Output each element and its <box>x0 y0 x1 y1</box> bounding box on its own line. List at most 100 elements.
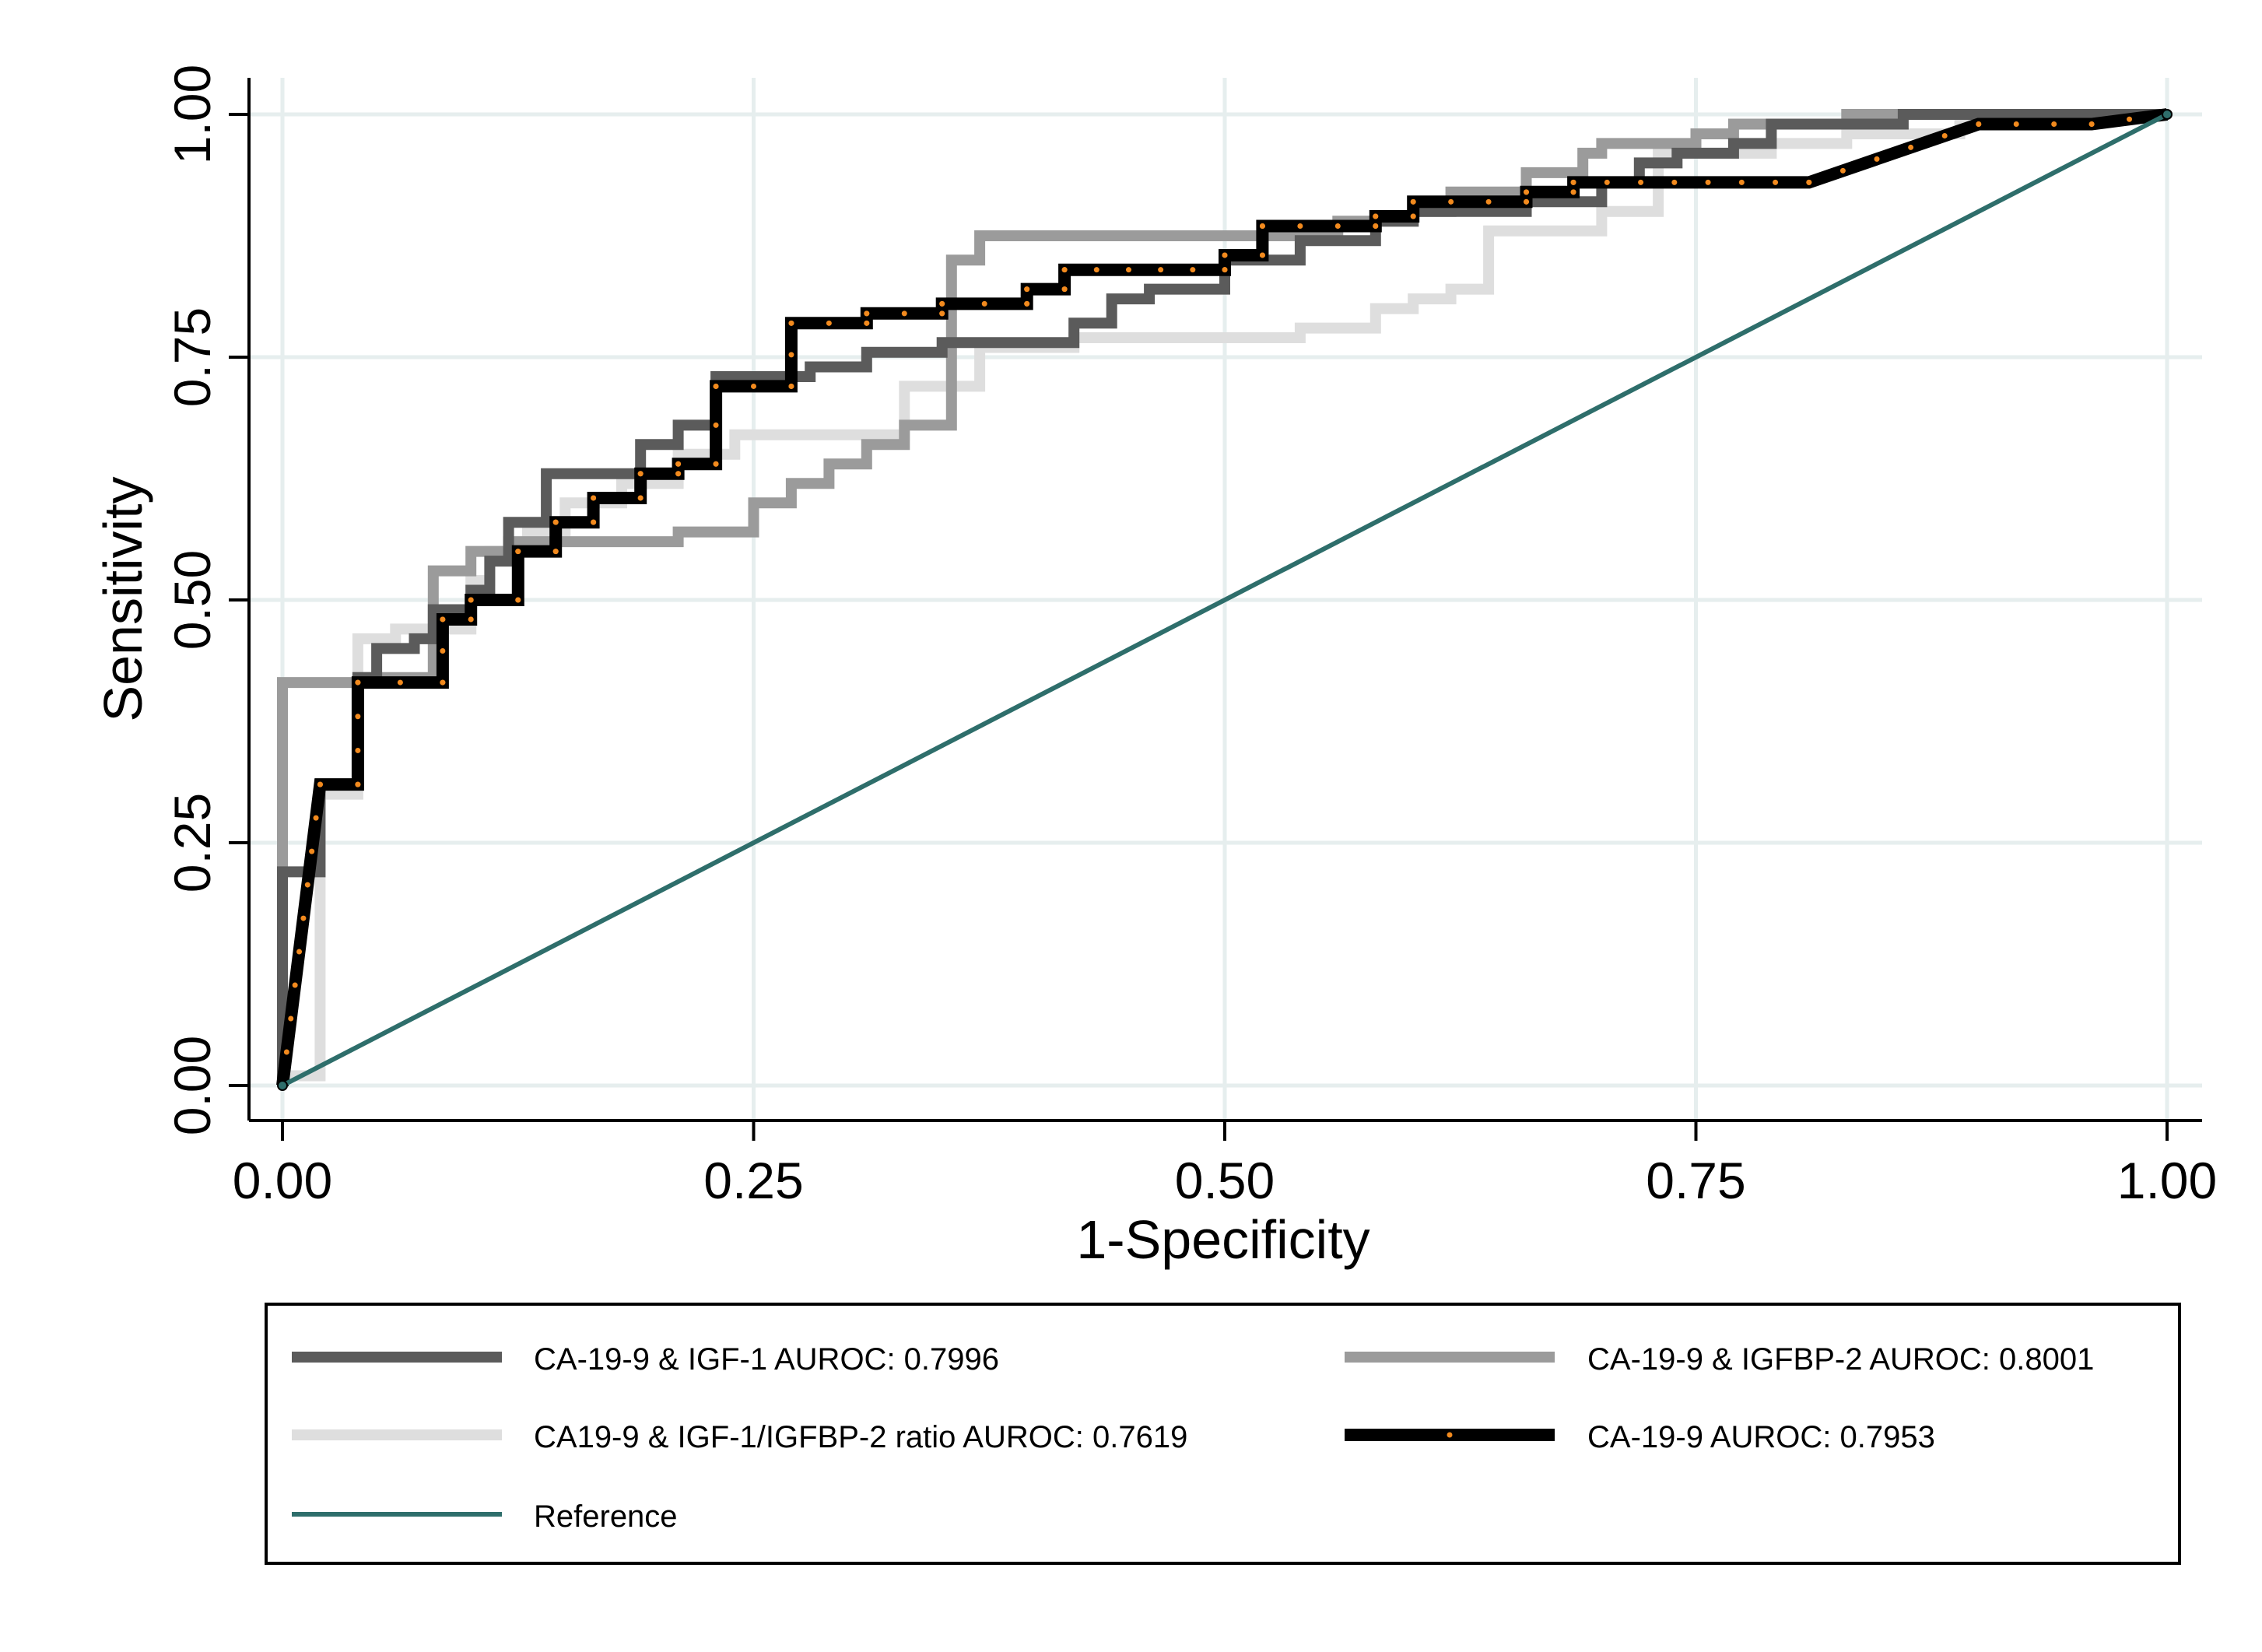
legend: CA-19-9 & IGF-1 AUROC: 0.7996 CA-19-9 & … <box>265 1303 2181 1565</box>
ca199-marker <box>637 495 644 501</box>
ca199-marker <box>1259 252 1265 258</box>
ca199-marker <box>2013 121 2019 127</box>
ca199-marker <box>292 982 298 988</box>
ca199-marker <box>1806 179 1812 185</box>
series-line <box>276 108 2169 1086</box>
ca199-marker <box>1190 267 1196 273</box>
ca199-marker <box>1061 286 1068 293</box>
ca199-marker <box>1485 198 1492 205</box>
x-tick-label: 0.25 <box>703 1152 803 1209</box>
ca199-marker <box>1738 179 1745 185</box>
ca199-marker <box>1976 121 1982 127</box>
ca199-marker <box>468 616 474 623</box>
ca199-marker <box>1638 179 1644 185</box>
ca199-marker <box>1524 189 1530 195</box>
ca199-marker <box>1093 267 1099 273</box>
ca199-marker <box>1222 252 1228 258</box>
end-point <box>2162 109 2173 120</box>
ca199-marker <box>1024 300 1030 307</box>
legend-label-ca199-ratio: CA19-9 & IGF-1/IGFBP-2 ratio AUROC: 0.76… <box>534 1420 1187 1454</box>
y-tick-label: 0.25 <box>163 793 221 893</box>
x-tick-label: 0.00 <box>233 1152 332 1209</box>
ca199-marker <box>2051 121 2057 127</box>
ca199-marker <box>1570 179 1576 185</box>
y-tick-label: 0.00 <box>163 1036 221 1135</box>
legend-label-ca199-igfbp2: CA-19-9 & IGFBP-2 AUROC: 0.8001 <box>1587 1342 2094 1377</box>
ca199-marker <box>515 549 521 555</box>
ca199-marker <box>1061 267 1068 273</box>
ca199-marker <box>981 300 987 307</box>
ca199-marker <box>864 310 870 317</box>
ca199-marker <box>1373 213 1379 219</box>
ca199-marker <box>1448 198 1454 205</box>
ca199-marker <box>675 471 682 477</box>
ca199-marker <box>304 882 310 888</box>
ca199-marker <box>317 781 323 787</box>
ca199-marker <box>1410 198 1416 205</box>
ca199-marker <box>939 310 945 317</box>
series-group <box>276 108 2169 1088</box>
ca199-marker <box>313 815 319 821</box>
ca199-marker <box>300 915 307 921</box>
ca199-marker <box>864 320 870 326</box>
legend-label-ca199-igf1: CA-19-9 & IGF-1 AUROC: 0.7996 <box>534 1342 999 1377</box>
x-tick-label: 0.50 <box>1175 1152 1275 1209</box>
ca199-marker <box>288 1015 294 1022</box>
series-line <box>281 112 2169 1088</box>
ca199-marker <box>440 616 446 623</box>
x-tick-label: 1.00 <box>2117 1152 2217 1209</box>
ca199-marker <box>826 320 832 326</box>
y-tick-label: 0.50 <box>163 550 221 650</box>
series-line <box>277 109 2167 1086</box>
ca199-marker <box>1908 144 1914 150</box>
ca199-marker <box>1158 267 1164 273</box>
ca199-marker <box>1297 223 1303 230</box>
ca199-marker <box>1410 213 1416 219</box>
ca199-marker <box>355 714 361 720</box>
ca199-marker <box>515 597 521 603</box>
ca199-marker <box>675 461 682 467</box>
x-axis-label: 1-Specificity <box>1076 1209 1369 1270</box>
legend-box <box>265 1303 2181 1565</box>
ca199-marker <box>355 679 361 686</box>
ca199-marker <box>440 679 446 686</box>
ca199-marker <box>591 519 597 525</box>
x-tick-label: 0.75 <box>1646 1152 1745 1209</box>
ca199-marker <box>939 300 945 307</box>
ca199-marker <box>788 352 794 358</box>
ca199-marker <box>901 310 907 317</box>
ca199-marker <box>713 383 719 389</box>
ca199-marker <box>355 747 361 753</box>
ca199-marker <box>751 383 756 389</box>
ca199-marker <box>2127 116 2133 122</box>
ca199-marker <box>283 1049 289 1055</box>
ca199-marker <box>309 848 315 854</box>
ca199-marker <box>1604 179 1610 185</box>
ca199-marker <box>591 495 597 501</box>
ca199-marker <box>1874 156 1880 162</box>
ca199-marker <box>552 549 559 555</box>
ca199-marker <box>1705 179 1711 185</box>
ca199-marker <box>637 471 644 477</box>
axes: 0.000.00 0.25 0.25 0.50 0.50 0.75 0.75 1.00 1.00 <box>163 65 2217 1209</box>
legend-label-reference: Reference <box>534 1499 678 1534</box>
marker-group <box>277 109 2173 1091</box>
legend-swatch-marker <box>1447 1432 1453 1438</box>
ca199-marker <box>1125 267 1131 273</box>
y-axis-label: Sensitivity <box>93 476 153 721</box>
ca199-marker <box>1222 267 1228 273</box>
ca199-marker <box>788 320 794 326</box>
ca199-marker <box>1941 132 1948 139</box>
ca199-marker <box>1524 198 1530 205</box>
y-tick-label: 1.00 <box>163 65 221 164</box>
legend-swatches <box>292 1352 1555 1517</box>
ca199-marker <box>1259 223 1265 230</box>
ca199-marker <box>1373 223 1379 230</box>
ca199-marker <box>713 422 719 428</box>
ca199-marker <box>2088 121 2095 127</box>
ca199-marker <box>713 461 719 467</box>
legend-label-ca199: CA-19-9 AUROC: 0.7953 <box>1587 1420 1935 1454</box>
grid-lines <box>249 78 2202 1121</box>
ca199-marker <box>1024 286 1030 293</box>
ca199-marker <box>1671 179 1678 185</box>
